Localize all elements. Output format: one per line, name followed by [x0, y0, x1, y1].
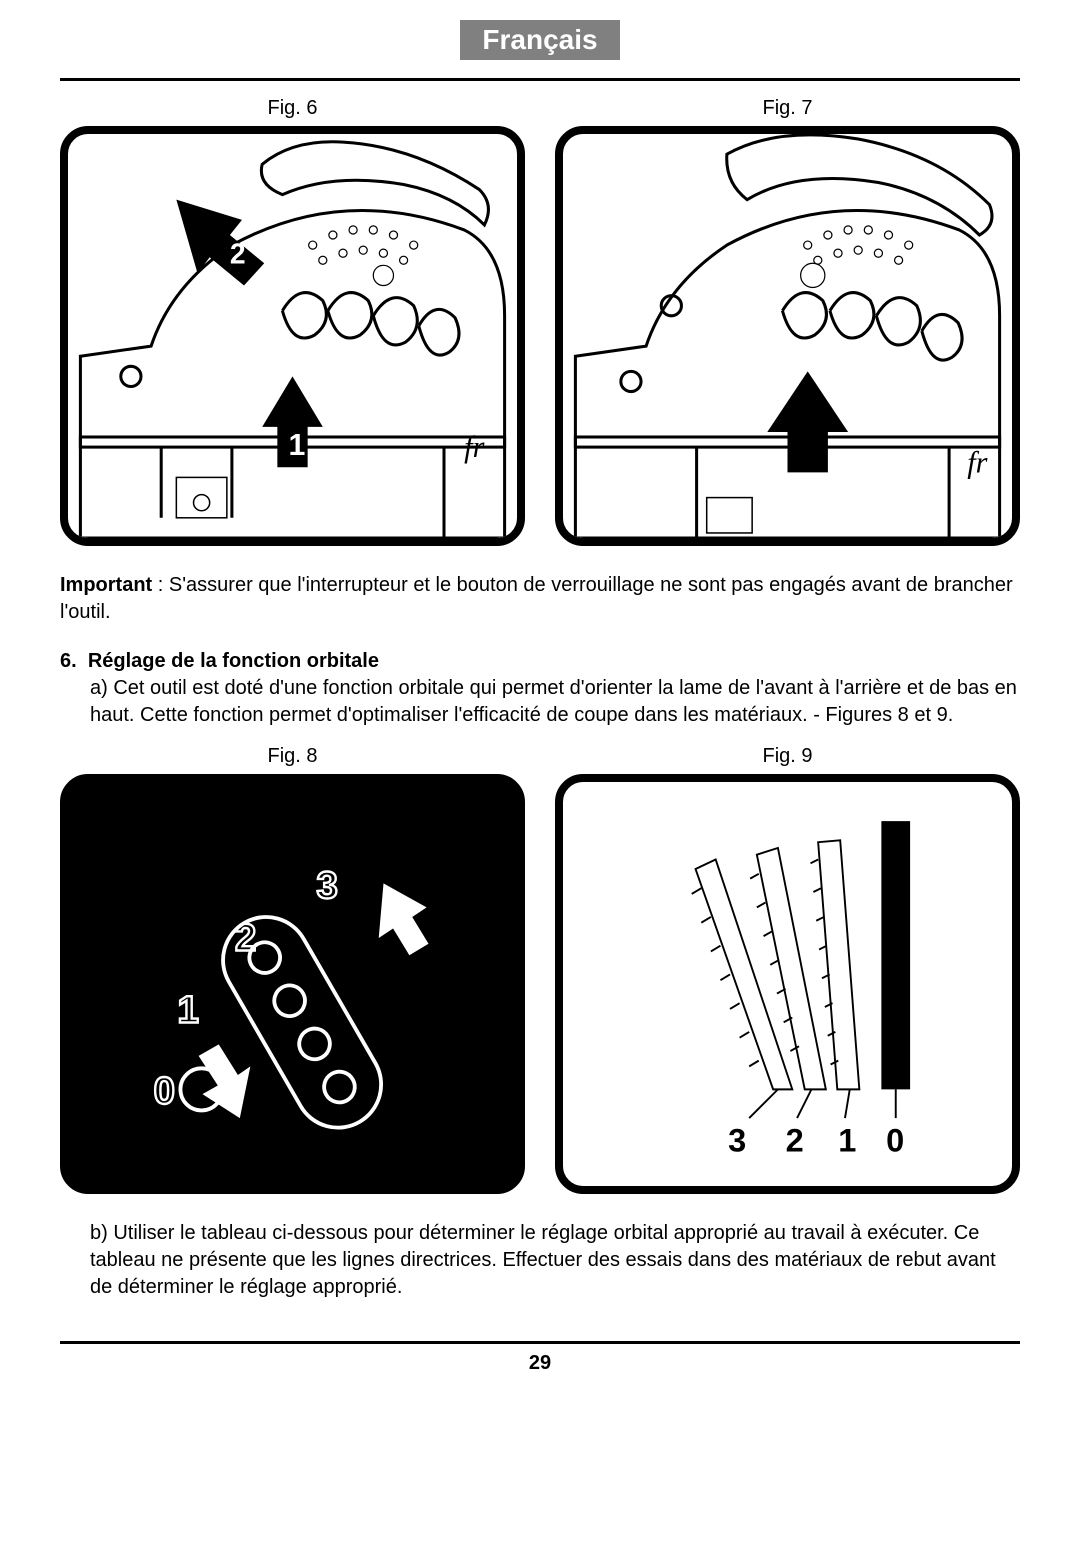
- figure-7-label: Fig. 7: [555, 97, 1020, 120]
- figure-8-label: Fig. 8: [60, 745, 525, 768]
- figure-row-1: Fig. 6: [60, 97, 1020, 546]
- section-6-number: 6.: [60, 650, 77, 672]
- figure-6-callout-1: 1: [288, 429, 305, 462]
- figure-6-svg: fr 1 2: [68, 134, 517, 538]
- figure-6: Fig. 6: [60, 97, 525, 546]
- figure-6-label: Fig. 6: [60, 97, 525, 120]
- figure-8: Fig. 8 0: [60, 745, 525, 1194]
- fig9-pos-0: 0: [886, 1123, 904, 1159]
- figure-6-illustration: fr 1 2: [60, 126, 525, 546]
- fig8-pos-2: 2: [235, 916, 256, 959]
- figure-row-2: Fig. 8 0: [60, 745, 1020, 1194]
- svg-text:fr: fr: [464, 430, 484, 464]
- page-number: 29: [60, 1352, 1020, 1375]
- figure-9-label: Fig. 9: [555, 745, 1020, 768]
- fig9-pos-2: 2: [786, 1123, 804, 1159]
- figure-8-illustration: 0 1 2 3: [60, 774, 525, 1194]
- figure-7-illustration: fr: [555, 126, 1020, 546]
- section-6-a: a) Cet outil est doté d'une fonction orb…: [90, 675, 1020, 729]
- fig9-pos-1: 1: [838, 1123, 856, 1159]
- important-label: Important: [60, 574, 152, 596]
- language-tab-label: Français: [460, 20, 619, 60]
- language-tab: Français: [60, 20, 1020, 60]
- figure-6-callout-2: 2: [230, 237, 246, 269]
- section-6-b: b) Utiliser le tableau ci-dessous pour d…: [90, 1220, 1020, 1301]
- fig8-pos-1: 1: [178, 988, 199, 1031]
- bottom-rule: [60, 1341, 1020, 1344]
- fig8-pos-0: 0: [154, 1070, 175, 1113]
- figure-9: Fig. 9: [555, 745, 1020, 1194]
- figure-9-svg: 3 2 1 0: [583, 802, 992, 1166]
- top-rule: [60, 78, 1020, 81]
- section-6-title: Réglage de la fonction orbitale: [88, 650, 379, 672]
- section-6-heading: 6. Réglage de la fonction orbitale: [60, 650, 1020, 673]
- figure-7: Fig. 7: [555, 97, 1020, 546]
- fig9-pos-3: 3: [728, 1123, 746, 1159]
- figure-8-svg: 0 1 2 3: [88, 802, 497, 1166]
- fig8-pos-3: 3: [316, 864, 337, 907]
- important-text: : S'assurer que l'interrupteur et le bou…: [60, 574, 1013, 623]
- svg-text:fr: fr: [967, 445, 987, 479]
- figure-9-illustration: 3 2 1 0: [555, 774, 1020, 1194]
- figure-7-svg: fr: [563, 134, 1012, 538]
- important-paragraph: Important : S'assurer que l'interrupteur…: [60, 572, 1020, 626]
